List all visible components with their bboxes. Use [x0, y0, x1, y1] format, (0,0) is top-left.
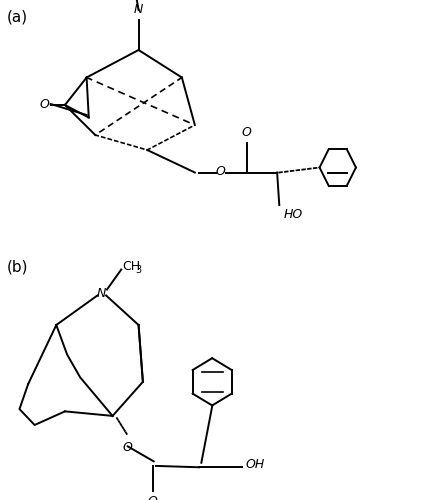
Text: O: O	[148, 494, 158, 500]
Text: O: O	[39, 98, 49, 112]
Text: N: N	[134, 3, 143, 16]
Text: O: O	[242, 126, 252, 138]
Text: (b): (b)	[6, 259, 28, 274]
Text: CH: CH	[123, 260, 141, 274]
Text: O: O	[123, 441, 132, 454]
Text: (a): (a)	[6, 10, 28, 25]
Text: N: N	[97, 286, 107, 300]
Text: O: O	[216, 165, 226, 178]
Text: OH: OH	[246, 458, 265, 471]
Text: 3: 3	[136, 266, 142, 276]
Text: HO: HO	[284, 208, 303, 222]
